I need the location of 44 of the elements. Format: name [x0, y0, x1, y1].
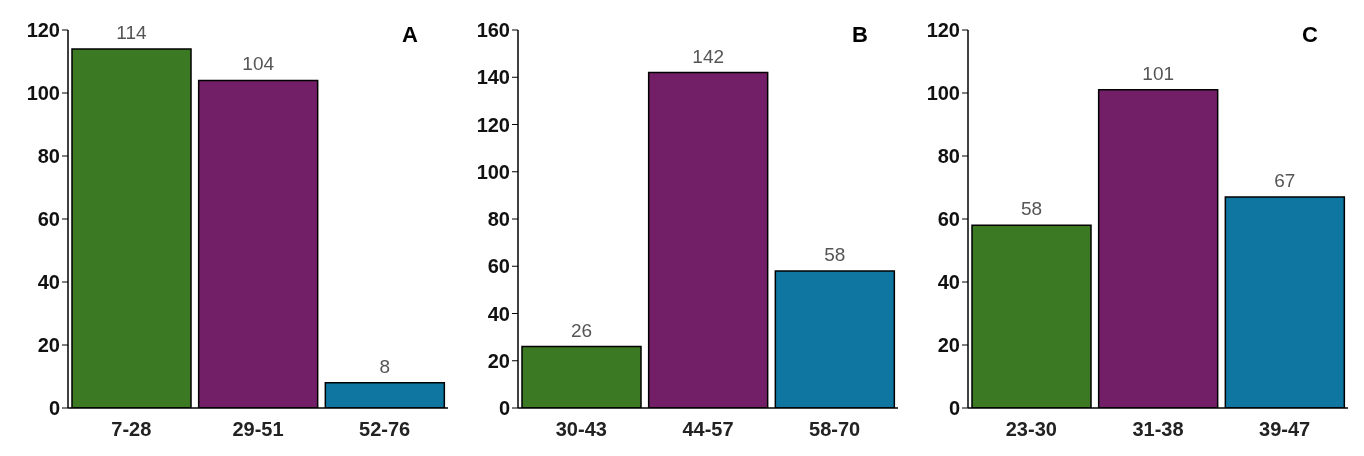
y-tick-label: 120	[926, 19, 960, 42]
y-tick-label: 160	[476, 19, 510, 42]
y-tick-label: 0	[48, 397, 60, 420]
y-tick-label: 100	[26, 82, 60, 105]
chart-title: C	[1302, 22, 1318, 48]
x-tick-label: 23-30	[1005, 418, 1057, 441]
data-label: 58	[824, 243, 846, 265]
y-tick-label: 0	[948, 397, 960, 420]
y-tick-label: 0	[498, 397, 510, 420]
y-tick-label: 20	[487, 349, 510, 372]
y-tick-label: 120	[476, 113, 510, 136]
x-tick-label: 30-43	[555, 418, 607, 441]
y-tick-label: 120	[26, 19, 60, 42]
data-label: 67	[1274, 169, 1296, 191]
y-tick-label: 100	[476, 160, 510, 183]
chart-title: B	[852, 22, 868, 48]
y-tick-label: 40	[487, 302, 510, 325]
data-label: 26	[570, 319, 593, 341]
y-tick-label: 40	[37, 271, 60, 294]
x-tick-label: 29-51	[232, 418, 284, 441]
y-tick-label: 60	[937, 208, 960, 231]
x-tick-label: 44-57	[682, 418, 734, 441]
y-tick-label: 100	[926, 82, 960, 105]
y-tick-label: 20	[937, 334, 960, 357]
chart-title: A	[402, 22, 418, 48]
y-tick-label: 60	[37, 208, 60, 231]
data-label: 8	[379, 355, 391, 377]
x-tick-label: 58-70	[809, 418, 861, 441]
x-tick-label: 31-38	[1132, 418, 1184, 441]
x-tick-label: 52-76	[359, 418, 411, 441]
data-label: 142	[692, 45, 725, 67]
data-label: 58	[1020, 198, 1043, 220]
y-tick-label: 80	[937, 145, 960, 168]
y-tick-label: 140	[476, 66, 510, 89]
y-tick-label: 60	[487, 255, 510, 278]
data-label: 114	[116, 21, 148, 43]
x-tick-label: 39-47	[1259, 418, 1311, 441]
y-tick-label: 20	[37, 334, 60, 357]
data-label: 104	[242, 53, 275, 75]
y-tick-label: 80	[37, 145, 60, 168]
y-tick-label: 40	[937, 271, 960, 294]
y-tick-label: 80	[487, 208, 510, 231]
data-label: 101	[1142, 62, 1175, 84]
x-tick-label: 7-28	[111, 418, 152, 441]
